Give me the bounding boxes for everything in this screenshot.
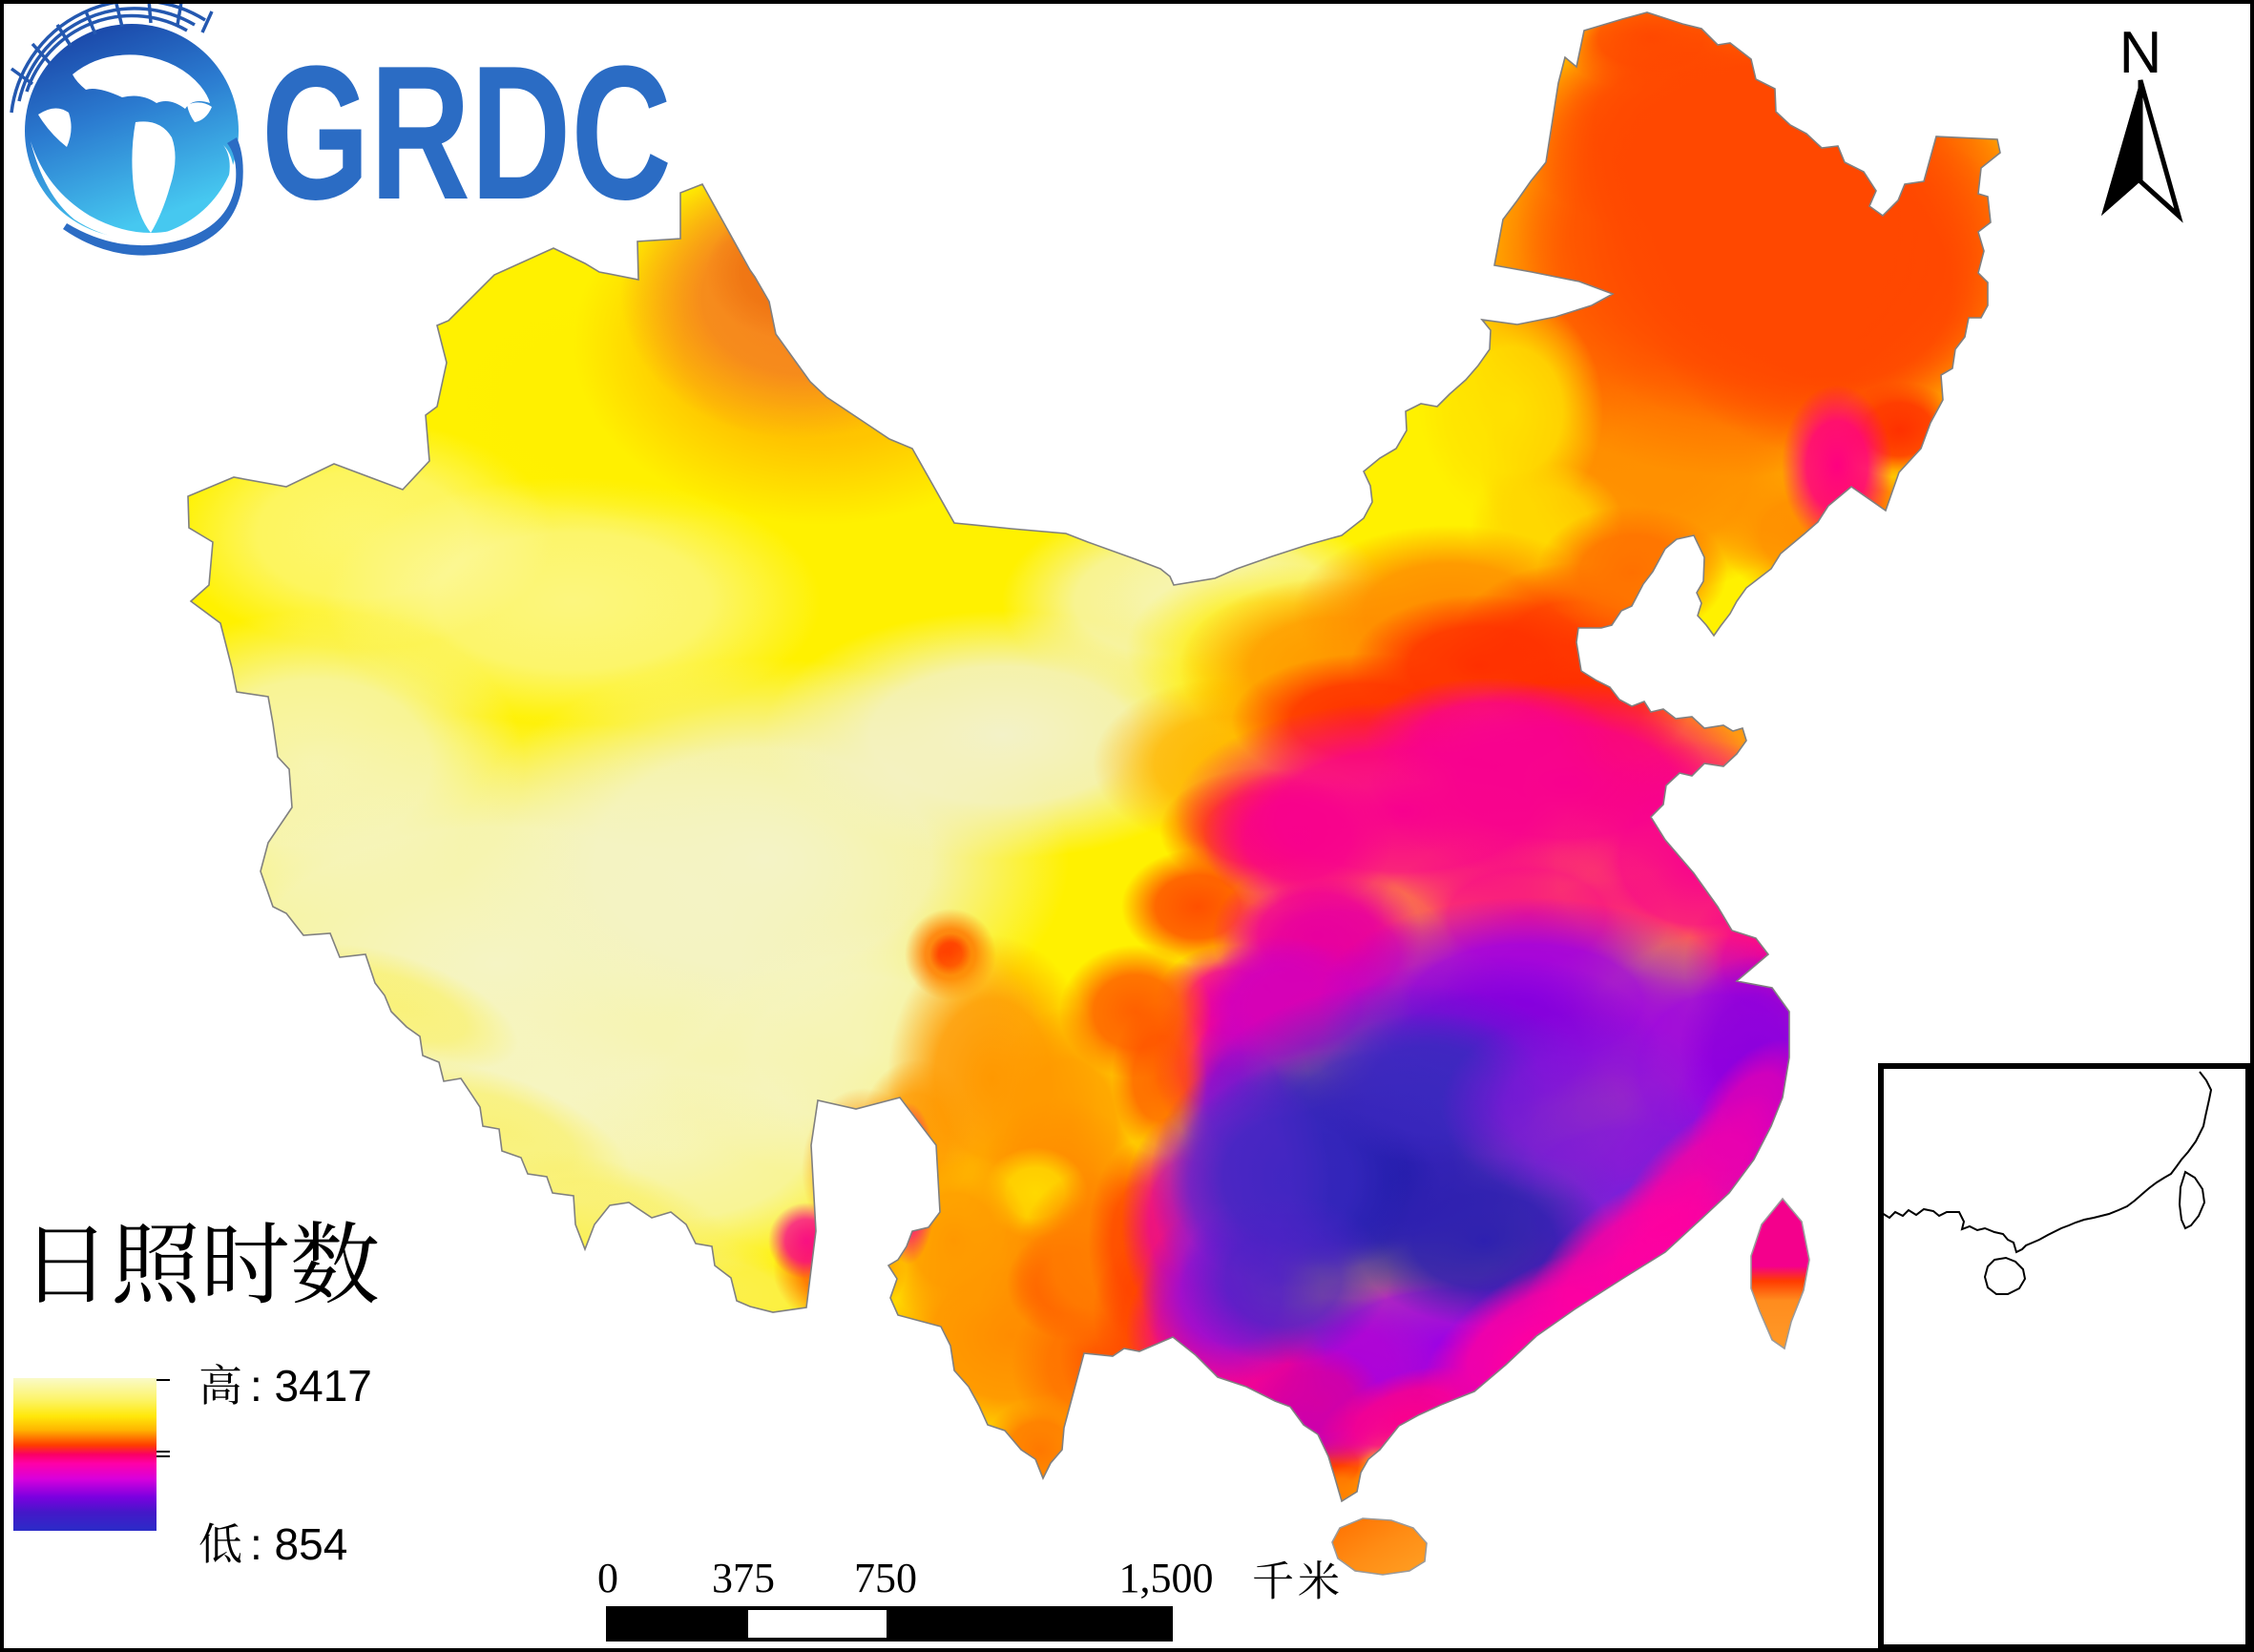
svg-text:1,500: 1,500 xyxy=(1119,1555,1214,1601)
svg-text:: 854: : 854 xyxy=(250,1519,347,1569)
svg-text:N: N xyxy=(2119,20,2162,86)
svg-text:375: 375 xyxy=(712,1555,775,1601)
svg-text:0: 0 xyxy=(597,1555,618,1601)
svg-text:GRDC: GRDC xyxy=(261,27,672,240)
svg-text:750: 750 xyxy=(854,1555,917,1601)
svg-text:: 3417: : 3417 xyxy=(250,1361,372,1411)
